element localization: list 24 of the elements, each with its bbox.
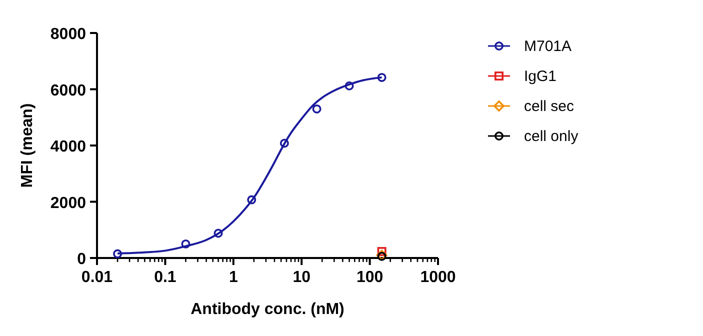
- legend-label: M701A: [524, 38, 572, 55]
- point: [181, 239, 190, 248]
- point: [344, 81, 354, 90]
- legend-label: cell only: [524, 128, 579, 145]
- y-axis-title: MFI (mean): [19, 103, 36, 188]
- legend-label: cell sec: [524, 98, 575, 115]
- y-tick-label: 8000: [50, 26, 86, 43]
- x-axis-title: Antibody conc. (nM): [190, 301, 344, 318]
- x-tick-label: 100: [356, 269, 384, 286]
- y-tick-label: 6000: [50, 82, 86, 100]
- point: [312, 104, 322, 114]
- x-tick-label: 1000: [420, 269, 456, 286]
- point: [377, 72, 386, 82]
- x-tick-label: 0.1: [154, 269, 176, 286]
- y-tick-label: 2000: [50, 194, 86, 212]
- y-tick-label: 4000: [50, 138, 86, 156]
- x-tick-label: 1: [228, 269, 238, 286]
- point: [214, 228, 223, 238]
- y-tick-label: 0: [77, 251, 86, 268]
- legend-label: IgG1: [524, 68, 557, 85]
- x-tick-label: 0.01: [81, 269, 113, 286]
- point: [280, 138, 289, 148]
- point: [247, 195, 256, 204]
- x-tick-label: 10: [292, 269, 311, 286]
